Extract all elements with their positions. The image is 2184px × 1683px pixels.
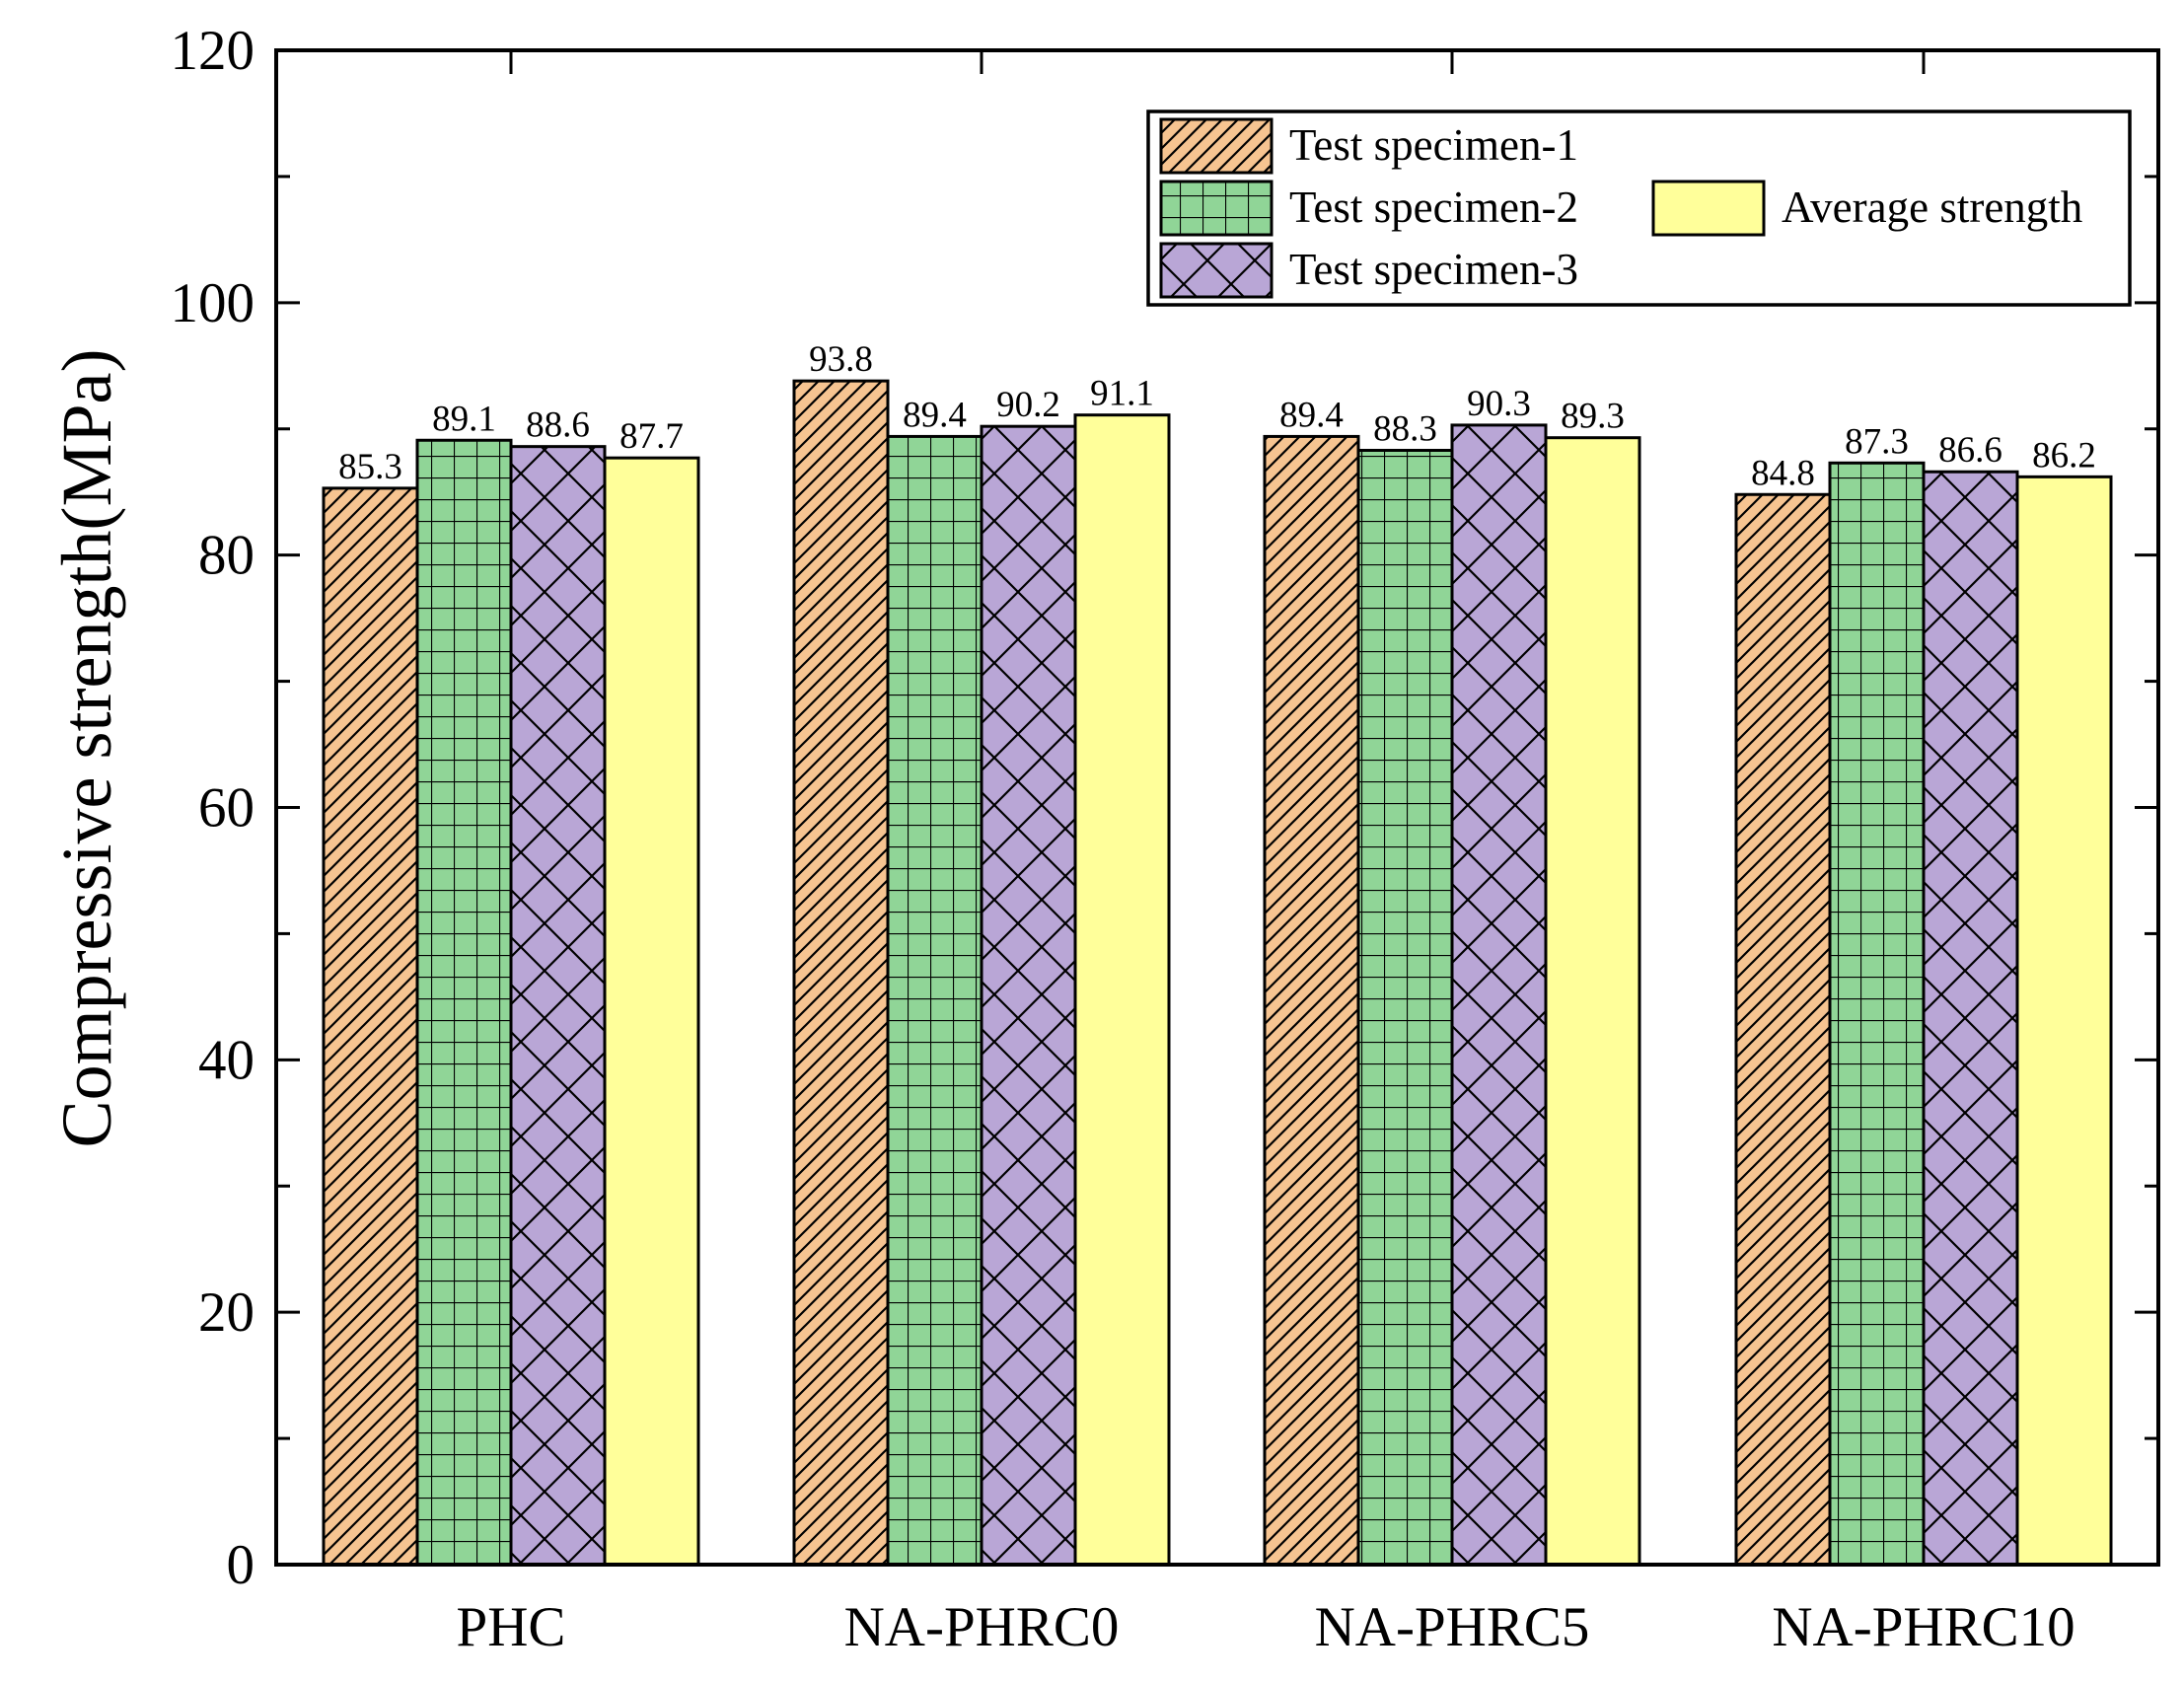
data-label-1-2: 90.2 (996, 385, 1060, 425)
bar-2-2 (1450, 423, 1548, 1567)
bar-1-0 (792, 379, 890, 1567)
data-label-1-1: 89.4 (903, 395, 967, 435)
bar-1-2 (980, 424, 1077, 1567)
data-label-0-3: 87.7 (619, 416, 684, 457)
axes-layer: 0 20 40 60 80 100 120 PHC NA-PHRC0 NA-PHRC5 NA-PHR… (47, 20, 2160, 1658)
bar-2-3 (1544, 436, 1641, 1567)
y-tick-label: 120 (171, 20, 255, 82)
legend-swatch-1 (1159, 180, 1274, 237)
bar-0-2 (509, 445, 607, 1567)
data-label-3-3: 86.2 (2032, 435, 2096, 476)
y-tick-label: 40 (198, 1029, 255, 1091)
y-axis-title: Compressive strength(MPa) (47, 349, 126, 1148)
bar-2-0 (1263, 434, 1360, 1567)
legend-swatch-0 (1159, 117, 1274, 175)
data-label-0-1: 89.1 (432, 399, 496, 439)
x-category-label: NA-PHRC0 (844, 1596, 1120, 1658)
legend-swatch-3 (1651, 180, 1766, 237)
bars-layer (322, 379, 2113, 1567)
data-label-0-2: 88.6 (526, 405, 590, 446)
y-tick-label: 20 (198, 1281, 255, 1344)
bar-1-1 (886, 434, 983, 1567)
bar-3-1 (1828, 461, 1926, 1567)
x-category-label: NA-PHRC10 (1772, 1596, 2075, 1658)
bar-3-2 (1922, 470, 2019, 1567)
bar-0-0 (322, 486, 419, 1567)
legend-swatch-2 (1159, 242, 1274, 299)
bar-1-3 (1073, 413, 1171, 1567)
y-tick-label: 100 (171, 272, 255, 334)
data-label-0-0: 85.3 (338, 447, 402, 487)
legend-label-0: Test specimen-1 (1289, 120, 1578, 170)
data-label-2-2: 90.3 (1467, 384, 1531, 424)
bar-0-1 (415, 438, 513, 1567)
data-label-3-2: 86.6 (1938, 430, 2002, 471)
y-tick-label: 60 (198, 777, 255, 840)
data-label-3-0: 84.8 (1751, 453, 1815, 493)
bar-2-1 (1356, 448, 1454, 1567)
y-tick-label: 80 (198, 525, 255, 587)
x-category-label: NA-PHRC5 (1315, 1596, 1590, 1658)
data-label-1-3: 91.1 (1090, 374, 1154, 414)
bar-0-3 (603, 456, 700, 1567)
legend-label-2: Test specimen-3 (1289, 245, 1578, 294)
legend-label-1: Test specimen-2 (1289, 183, 1578, 232)
legend-label-3: Average strength (1782, 183, 2082, 232)
bar-3-0 (1734, 492, 1832, 1567)
data-label-2-0: 89.4 (1279, 395, 1344, 435)
x-category-label: PHC (457, 1596, 566, 1658)
labels-layer: 85.3 89.1 88.6 87.7 93.8 89.4 90.2 91.1 89.4 88.3… (338, 339, 2096, 493)
data-label-2-3: 89.3 (1561, 397, 1625, 437)
legend: Test specimen-1 Test specimen-2 Test speci… (1146, 110, 2132, 307)
data-label-1-0: 93.8 (809, 339, 873, 380)
bar-3-3 (2015, 475, 2113, 1567)
data-label-2-1: 88.3 (1373, 408, 1437, 449)
data-label-3-1: 87.3 (1845, 421, 1909, 462)
legend-box (1146, 110, 2132, 307)
y-tick-label: 0 (227, 1534, 255, 1596)
